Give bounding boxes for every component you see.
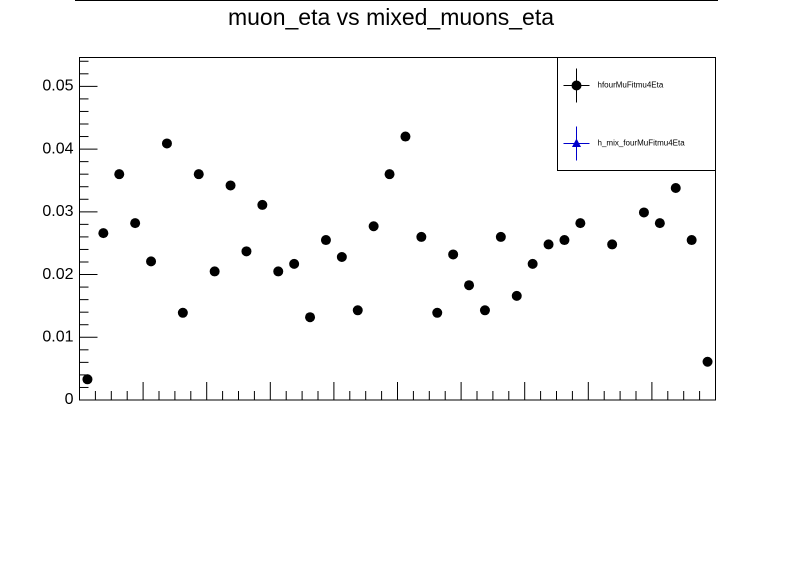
y-tick-label: 0.02 <box>42 266 73 283</box>
y-tick-label: 0.03 <box>42 203 73 220</box>
legend-label: h_mix_fourMuFitmu4Eta <box>598 139 686 148</box>
chart-title: muon_eta vs mixed_muons_eta <box>228 4 554 30</box>
data-point <box>209 266 220 277</box>
y-tick-label: 0.04 <box>42 140 73 157</box>
y-tick-label: 0 <box>65 391 74 408</box>
legend-box <box>557 57 716 171</box>
data-point <box>273 266 284 277</box>
legend-label: hfourMuFitmu4Eta <box>598 81 664 90</box>
data-point <box>257 199 268 210</box>
data-point <box>638 207 649 218</box>
y-tick-label: 0.01 <box>42 328 73 345</box>
data-point <box>527 258 538 269</box>
data-point <box>670 182 681 193</box>
data-point <box>98 228 109 239</box>
data-point <box>495 231 506 242</box>
data-point <box>368 221 379 232</box>
y-tick-label: 0.05 <box>42 78 73 95</box>
data-point <box>161 138 172 149</box>
data-point <box>82 374 93 385</box>
data-point <box>543 239 554 250</box>
legend-marker <box>572 138 581 147</box>
data-point <box>193 169 204 180</box>
data-point <box>114 169 125 180</box>
data-point <box>384 169 395 180</box>
data-point <box>225 180 236 191</box>
data-point <box>511 290 522 301</box>
data-point <box>320 235 331 246</box>
data-point <box>177 307 188 318</box>
data-point <box>702 356 713 367</box>
data-point <box>336 251 347 262</box>
data-point <box>400 131 411 142</box>
data-point <box>559 235 570 246</box>
legend-marker <box>571 80 582 91</box>
data-point <box>575 218 586 229</box>
data-point <box>432 307 443 318</box>
data-point <box>305 312 316 323</box>
data-point <box>146 256 157 267</box>
data-point <box>479 305 490 316</box>
data-point <box>464 280 475 291</box>
data-point <box>289 258 300 269</box>
data-point <box>352 305 363 316</box>
data-point <box>448 249 459 260</box>
data-point <box>607 239 618 250</box>
data-point <box>130 218 141 229</box>
data-point <box>686 235 697 246</box>
data-point <box>416 231 427 242</box>
data-point <box>241 246 252 257</box>
data-point <box>654 218 665 229</box>
